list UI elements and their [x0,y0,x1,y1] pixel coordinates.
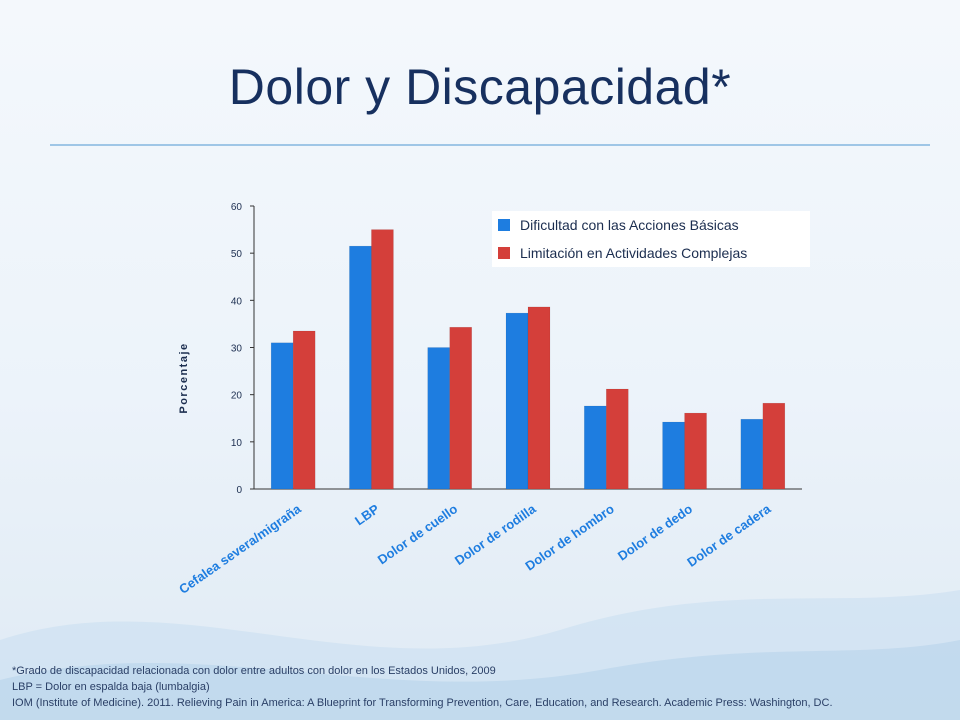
footnotes: *Grado de discapacidad relacionada con d… [12,663,952,711]
bar-series-1 [740,418,764,490]
chart-axes: 0 10 20 30 40 50 60 [231,202,802,496]
bar-series-2 [684,412,707,490]
legend-label-series-1: Dificultad con las Acciones Básicas [520,217,739,233]
bar-series-1 [427,347,450,490]
bar-series-1 [584,405,607,490]
bar-series-2 [762,402,786,490]
x-tick-label: Dolor de cadera [684,501,774,570]
x-tick-label: LBP [352,501,382,528]
bar-series-1 [270,342,294,490]
legend-item-series-1: Dificultad con las Acciones Básicas [492,211,810,239]
footnote-lbp-definition: LBP = Dolor en espalda baja (lumbalgia) [12,681,210,693]
bar-series-2 [371,229,394,490]
footnote-source-citation: IOM (Institute of Medicine). 2011. Relie… [12,697,833,709]
y-tick-label: 50 [231,249,243,260]
decorative-wave-background [0,590,960,720]
slide-title: Dolor y Discapacidad* [228,59,732,115]
bar-series-1 [505,312,529,490]
bar-series-1 [349,245,372,490]
legend-swatch-series-2 [498,247,510,259]
legend-item-series-2: Limitación en Actividades Complejas [492,239,810,267]
bar-series-2 [527,306,551,490]
legend-swatch-series-1 [498,219,510,231]
y-tick-label: 60 [231,202,243,213]
y-tick-label: 30 [231,344,243,355]
bar-series-2 [292,330,316,490]
chart-bars [270,229,786,490]
x-tick-label: Dolor de cuello [375,501,461,567]
title-divider [50,144,930,146]
legend-label-series-2: Limitación en Actividades Complejas [520,245,748,261]
bar-series-1 [662,421,685,490]
y-axis-label: Porcentaje [178,342,190,413]
y-tick-label: 20 [231,391,243,402]
x-tick-label: Dolor de dedo [615,501,695,563]
bar-series-2 [606,388,629,490]
y-tick-label: 40 [231,296,243,307]
footnote-disability: *Grado de discapacidad relacionada con d… [12,665,496,677]
y-tick-label: 10 [231,438,243,449]
x-tick-label: Cefalea severa/migraña [176,501,304,597]
chart-legend: Dificultad con las Acciones Básicas Limi… [492,211,810,267]
y-tick-label: 0 [236,485,242,496]
bar-series-2 [449,326,472,490]
